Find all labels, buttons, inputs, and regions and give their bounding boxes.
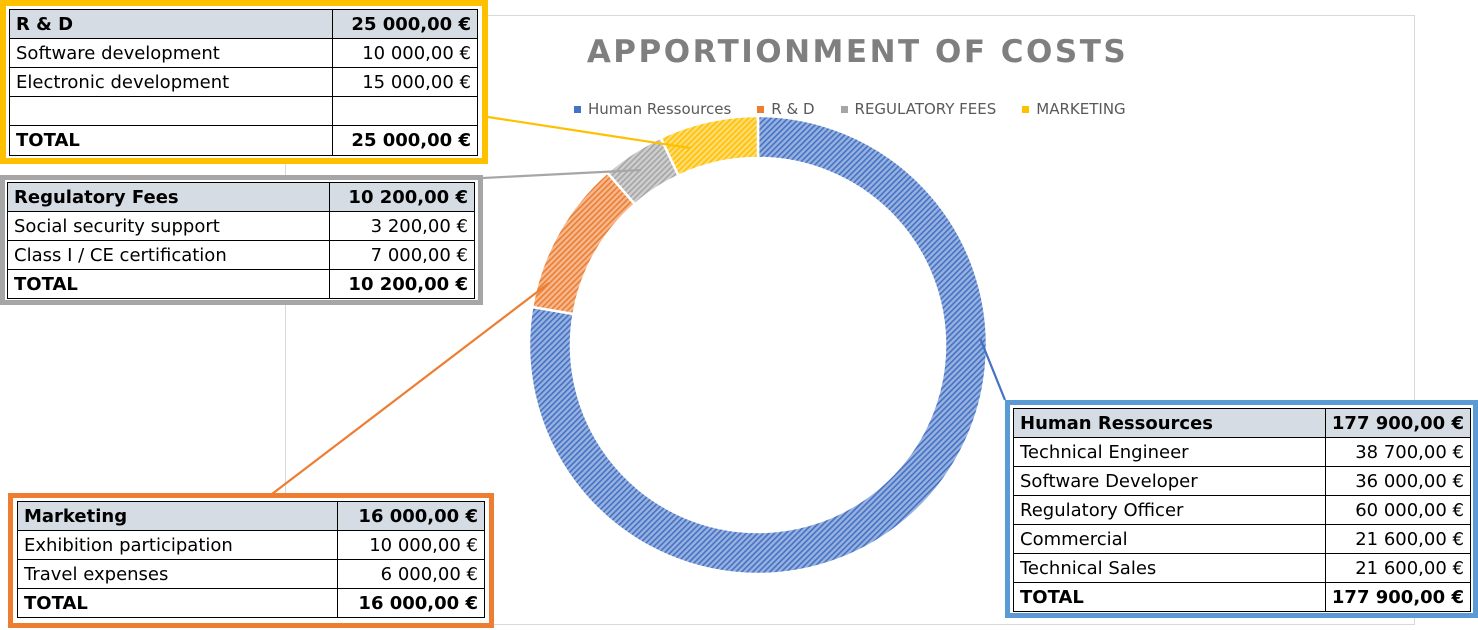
connector-lines xyxy=(271,115,1007,495)
legend-item-marketing[interactable]: MARKETING xyxy=(1022,100,1126,118)
hr-row-label: Technical Sales xyxy=(1013,553,1326,583)
marketing-row-label: Exhibition participation xyxy=(17,530,338,560)
legend-label-rd: R & D xyxy=(771,100,815,118)
hr-row-amount: 60 000,00 € xyxy=(1324,495,1472,525)
regulatory-row-amount: 7 000,00 € xyxy=(329,240,475,270)
hr-row-label: Regulatory Officer xyxy=(1013,495,1326,525)
regulatory-total-amount: 10 200,00 € xyxy=(329,269,475,299)
marketing-header-label: Marketing xyxy=(17,501,338,531)
marketing-row-label: Travel expenses xyxy=(17,559,338,589)
regulatory-row-amount: 3 200,00 € xyxy=(329,211,475,241)
hr-total-label: TOTAL xyxy=(1013,582,1326,612)
regulatory-fees-cost-table: Regulatory Fees 10 200,00 € Social secur… xyxy=(0,175,483,305)
hr-row-amount: 36 000,00 € xyxy=(1324,466,1472,496)
legend-label-regulatory-fees: REGULATORY FEES xyxy=(854,100,997,118)
legend-label-marketing: MARKETING xyxy=(1036,100,1126,118)
doughnut-slice-marketing[interactable] xyxy=(659,114,760,178)
marketing-total-label: TOTAL xyxy=(17,588,338,618)
marketing-header-amount: 16 000,00 € xyxy=(337,501,485,531)
legend-swatch-regulatory-fees xyxy=(840,105,848,113)
rd-cost-table: R & D 25 000,00 € Software development 1… xyxy=(0,0,488,164)
marketing-cost-table: Marketing 16 000,00 € Exhibition partici… xyxy=(8,493,494,628)
legend-swatch-human-ressources xyxy=(574,105,581,113)
hr-row-amount: 21 600,00 € xyxy=(1324,524,1472,554)
regulatory-row-label: Class I / CE certification xyxy=(7,240,330,270)
legend-swatch-marketing xyxy=(1022,105,1030,113)
rd-total-label: TOTAL xyxy=(9,125,333,156)
hr-row-label: Commercial xyxy=(1013,524,1326,554)
connector-line-human-ressources xyxy=(978,337,1007,401)
hr-row-label: Software Developer xyxy=(1013,466,1326,496)
doughnut-slices xyxy=(527,114,989,576)
rd-row-label: Electronic development xyxy=(9,67,333,97)
regulatory-row-label: Social security support xyxy=(7,211,330,241)
human-ressources-cost-table: Human Ressources 177 900,00 € Technical … xyxy=(1005,400,1478,618)
hr-row-label: Technical Engineer xyxy=(1013,437,1326,467)
legend-item-regulatory-fees[interactable]: REGULATORY FEES xyxy=(840,100,997,118)
hr-row-amount: 21 600,00 € xyxy=(1324,553,1472,583)
rd-empty-row-label xyxy=(9,96,333,126)
connector-line-marketing xyxy=(271,282,550,495)
connector-line-regulatory-fees xyxy=(482,168,642,180)
doughnut-slice-rd[interactable] xyxy=(530,170,637,316)
rd-header-label: R & D xyxy=(9,9,333,39)
chart-legend: Human Ressources R & D REGULATORY FEES M… xyxy=(574,100,1152,118)
legend-swatch-rd xyxy=(757,105,765,113)
hr-total-amount: 177 900,00 € xyxy=(1324,582,1472,612)
legend-item-human-ressources[interactable]: Human Ressources xyxy=(574,100,731,118)
regulatory-header-label: Regulatory Fees xyxy=(7,182,330,212)
hr-header-amount: 177 900,00 € xyxy=(1324,408,1472,438)
connector-line-rd xyxy=(487,115,691,150)
legend-item-rd[interactable]: R & D xyxy=(757,100,815,118)
rd-total-amount: 25 000,00 € xyxy=(332,125,478,156)
chart-title: APPORTIONMENT OF COSTS xyxy=(586,34,1129,70)
legend-label-human-ressources: Human Ressources xyxy=(588,100,732,118)
doughnut-slice-human-ressources[interactable] xyxy=(527,114,989,576)
rd-empty-row-amount xyxy=(332,96,478,126)
rd-row-label: Software development xyxy=(9,38,333,68)
rd-row-amount: 10 000,00 € xyxy=(332,38,478,68)
rd-row-amount: 15 000,00 € xyxy=(332,67,478,97)
regulatory-header-amount: 10 200,00 € xyxy=(329,182,475,212)
hr-header-label: Human Ressources xyxy=(1013,408,1326,438)
marketing-total-amount: 16 000,00 € xyxy=(337,588,485,618)
marketing-row-amount: 6 000,00 € xyxy=(337,559,485,589)
hr-row-amount: 38 700,00 € xyxy=(1324,437,1472,467)
regulatory-total-label: TOTAL xyxy=(7,269,330,299)
marketing-row-amount: 10 000,00 € xyxy=(337,530,485,560)
rd-header-amount: 25 000,00 € xyxy=(332,9,478,39)
